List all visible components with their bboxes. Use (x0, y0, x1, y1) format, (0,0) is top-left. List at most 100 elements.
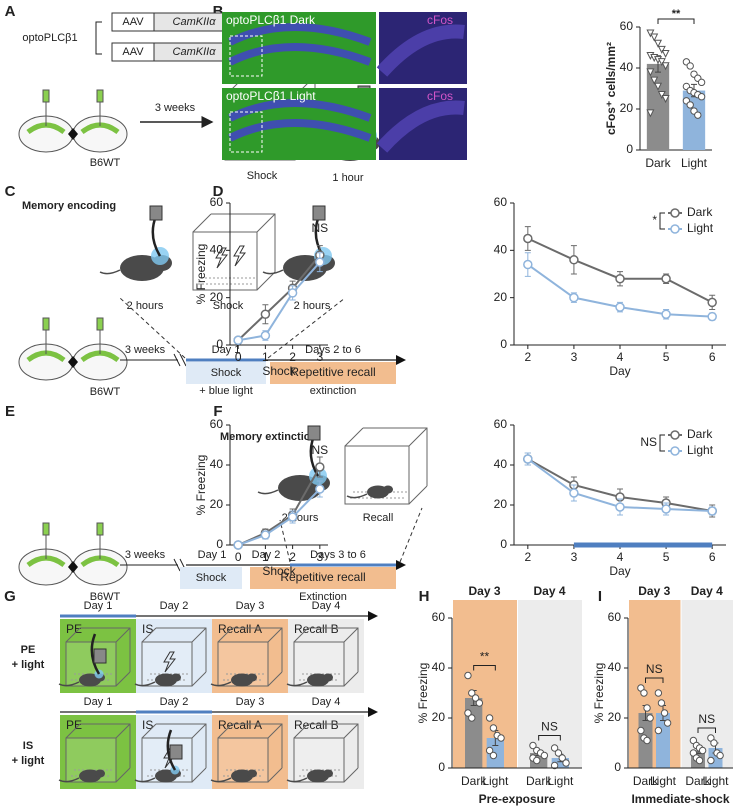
mouse-tail (262, 269, 284, 275)
cube-back (141, 723, 207, 783)
significance: ** (672, 8, 681, 20)
session-label: IS (142, 622, 153, 636)
cube-back (293, 723, 359, 783)
y-tick-label: 20 (432, 710, 446, 724)
data-point (615, 273, 625, 284)
mouse-tail (58, 777, 80, 783)
inset (379, 88, 467, 160)
data-point (661, 273, 671, 284)
data-point (661, 95, 670, 104)
label: 1 hour (332, 172, 364, 184)
cube-back (141, 627, 207, 687)
series-line (237, 254, 321, 341)
data-point (654, 689, 663, 697)
y-tick-label: 40 (608, 660, 622, 674)
y-tick-label: 0 (626, 142, 633, 156)
y-tick-label: 40 (210, 457, 224, 471)
data-point (646, 68, 655, 77)
mouse-tail (257, 489, 279, 495)
zoom-lines (279, 507, 423, 563)
mouse-tail (58, 681, 80, 687)
syringe (96, 317, 104, 331)
mouse-tail (286, 777, 308, 783)
x-tick-label: 0 (235, 350, 242, 364)
panel-letter: H (419, 588, 430, 605)
y-axis-label: cFos⁺ cells/mm² (604, 42, 618, 135)
panel-letter: F (213, 403, 222, 420)
legend-label: Light (687, 221, 714, 235)
panel-letter: C (5, 183, 16, 200)
significance: NS (646, 662, 663, 676)
bar (465, 698, 483, 768)
cube-back (65, 627, 131, 687)
series-line (527, 237, 713, 304)
midline (68, 128, 78, 140)
data-point (523, 454, 533, 464)
syringe (96, 89, 104, 103)
y-tick-label: 60 (432, 610, 446, 624)
day-label: Day 4 (312, 600, 341, 612)
data-point (707, 756, 715, 765)
group-label: Day 4 (691, 584, 723, 598)
label: Shock (211, 367, 242, 379)
data-point (558, 754, 566, 762)
bracket (95, 21, 102, 55)
group-background (681, 600, 733, 768)
label: Shock (196, 572, 227, 584)
data-point (660, 709, 669, 717)
data-point (533, 756, 541, 765)
data-point (694, 111, 702, 119)
data-point (643, 704, 651, 712)
group-label: Day 3 (638, 584, 670, 598)
data-point (646, 29, 655, 38)
inset (379, 12, 467, 84)
data-point (643, 736, 651, 745)
x-tick-label: Light (547, 774, 574, 788)
significance-bracket (697, 727, 716, 733)
promoter: CamKIIα (173, 16, 217, 28)
mouse-tail (134, 777, 156, 783)
x-tick-label: 5 (663, 350, 670, 364)
x-axis-label: Shock (262, 364, 296, 378)
x-tick-label: 4 (617, 350, 624, 364)
data-point (529, 741, 537, 750)
data-point (260, 330, 271, 341)
row-label: PE (21, 644, 36, 656)
strain: B6WT (90, 591, 121, 603)
data-point (716, 751, 724, 760)
legend-bracket (659, 212, 665, 230)
data-point (686, 101, 694, 109)
significance: NS (640, 435, 657, 449)
data-point (653, 39, 663, 48)
cube-back (65, 723, 131, 783)
line (173, 353, 181, 367)
day-label: Day 3 (236, 696, 265, 708)
x-tick-label: 3 (316, 350, 323, 364)
data-point (657, 45, 666, 54)
data-point (554, 749, 563, 757)
label: Extinction (299, 591, 347, 603)
significance: NS (541, 720, 558, 734)
x-tick-label: Dark (461, 774, 487, 788)
cube-back (344, 427, 428, 505)
data-point (650, 76, 659, 85)
row-label: + light (12, 755, 45, 767)
data-point (661, 504, 671, 514)
data-point (540, 751, 549, 760)
arrow-tip (368, 707, 378, 717)
midline (68, 561, 78, 573)
data-point (315, 257, 325, 267)
mouse-head (323, 673, 333, 682)
x-tick-label: Dark (645, 156, 671, 170)
session-label: Recall B (294, 622, 339, 636)
y-tick-label: 20 (494, 497, 508, 511)
group-label: Day 3 (468, 584, 500, 598)
bar (656, 713, 670, 768)
data-point (497, 734, 505, 742)
label: + blue light (199, 385, 253, 397)
day-label: Day 1 (84, 600, 113, 612)
data-point (523, 259, 533, 270)
shock-bolt (215, 247, 229, 269)
data-point (686, 62, 694, 70)
